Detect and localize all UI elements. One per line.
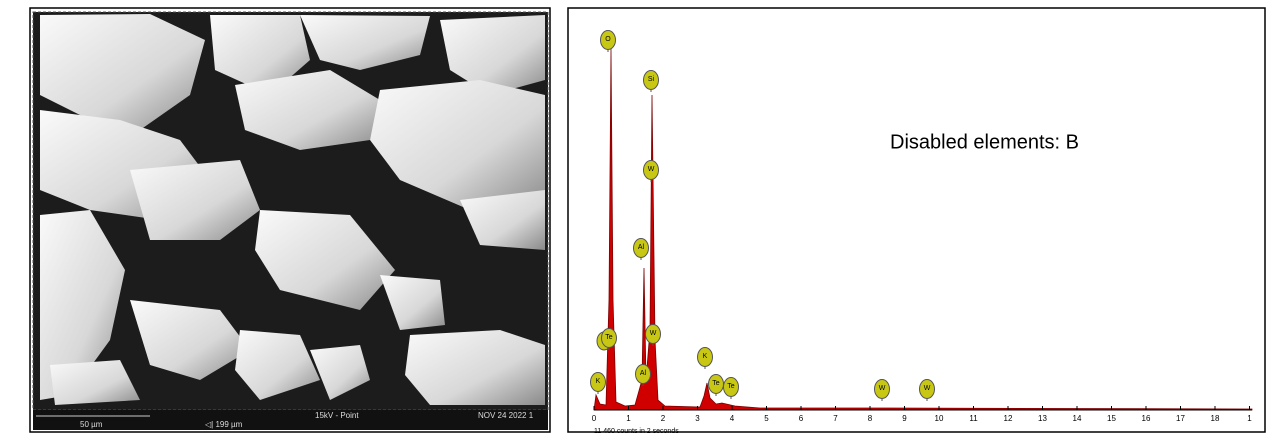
- spectrum-panel: Disabled elements: B 11 460 counts in 2 …: [568, 8, 1265, 435]
- x-tick-label: 5: [764, 414, 769, 423]
- peak-label: Si: [648, 76, 655, 83]
- counts-label: 11 460 counts in 2 seconds: [594, 428, 679, 435]
- x-tick-label: 16: [1142, 414, 1151, 423]
- peak-label: Al: [638, 244, 645, 251]
- peak-label: Al: [640, 370, 647, 377]
- x-tick-label: 10: [935, 414, 944, 423]
- peak-label: Te: [712, 380, 720, 387]
- figure: 50 µm ◁| 199 µm 15kV - Point NOV 24 2022…: [0, 0, 1277, 439]
- x-tick-label: 1: [626, 414, 631, 423]
- sem-info-bar: [33, 410, 548, 430]
- sem-panel: 50 µm ◁| 199 µm 15kV - Point NOV 24 2022…: [30, 8, 550, 432]
- x-tick-label: 8: [868, 414, 873, 423]
- peak-label: Te: [605, 334, 613, 341]
- x-tick-label: 9: [902, 414, 907, 423]
- x-tick-label: 13: [1038, 414, 1047, 423]
- peak-label: Te: [727, 383, 735, 390]
- scale-label: 50 µm: [80, 420, 103, 429]
- beam-label: 15kV - Point: [315, 411, 359, 420]
- x-tick-label: 11: [969, 414, 978, 423]
- x-tick-label: 2: [661, 414, 666, 423]
- panel-frame: [568, 8, 1265, 432]
- date-label: NOV 24 2022 1: [478, 411, 534, 420]
- x-tick-label: 4: [730, 414, 735, 423]
- peak-label: W: [879, 385, 886, 392]
- peak-label: K: [703, 353, 708, 360]
- x-tick-label: 6: [799, 414, 804, 423]
- x-tick-label: 14: [1073, 414, 1082, 423]
- peak-label: O: [605, 36, 611, 43]
- note: Disabled elements: B: [890, 131, 1079, 153]
- peak-label: W: [924, 385, 931, 392]
- x-tick-label: 17: [1176, 414, 1185, 423]
- x-tick-label: 3: [695, 414, 700, 423]
- peak-label: W: [650, 330, 657, 337]
- x-tick-label: 0: [592, 414, 597, 423]
- fov-label: ◁| 199 µm: [205, 420, 243, 429]
- x-tick-label: 7: [833, 414, 838, 423]
- x-tick-label: 18: [1211, 414, 1220, 423]
- x-tick-label: 12: [1004, 414, 1013, 423]
- x-tick-label: 1: [1247, 414, 1252, 423]
- peak-label: K: [596, 378, 601, 385]
- peak-label: W: [648, 166, 655, 173]
- x-tick-label: 15: [1107, 414, 1116, 423]
